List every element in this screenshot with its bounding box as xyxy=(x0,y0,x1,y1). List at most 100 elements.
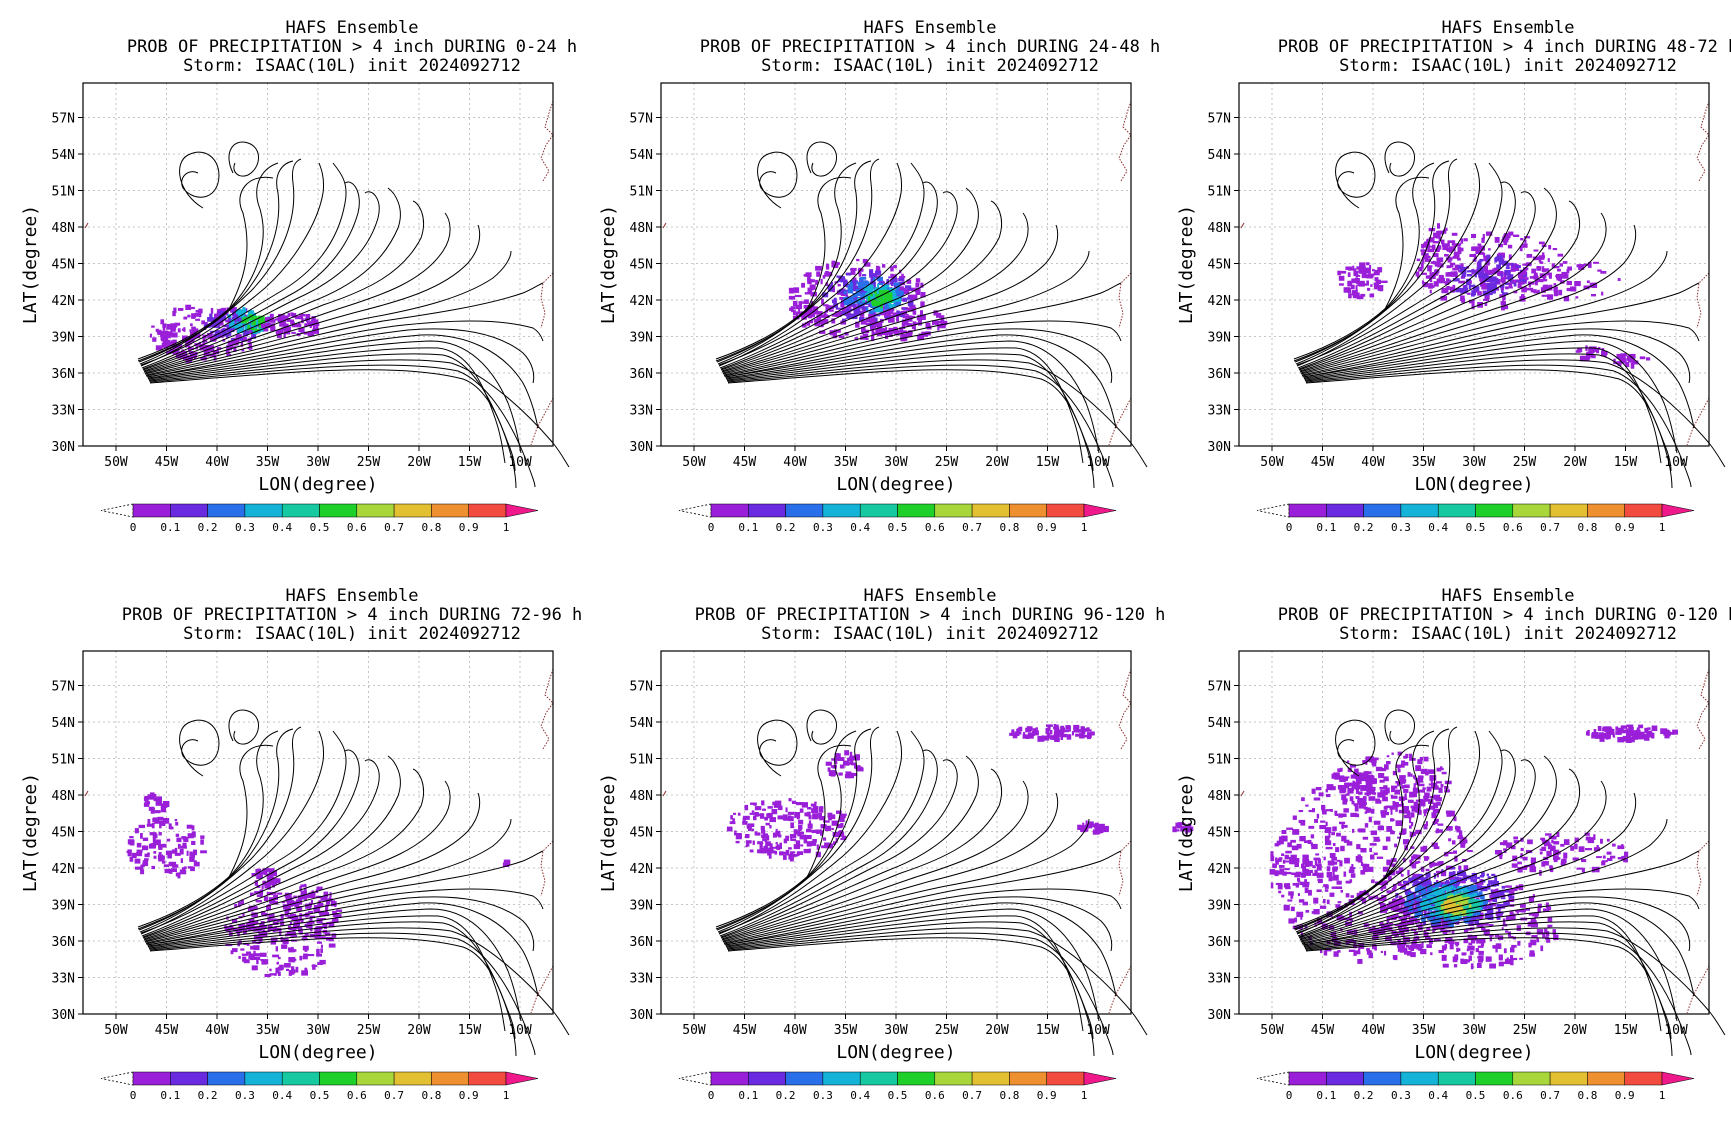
lat-tick-label: 57N xyxy=(630,112,653,127)
precip-cell xyxy=(1445,227,1448,231)
precip-cell xyxy=(162,326,166,331)
precip-cell xyxy=(1588,261,1592,268)
precip-cell xyxy=(1294,862,1299,867)
precip-cell xyxy=(1624,851,1629,858)
precip-cell xyxy=(1343,808,1349,813)
precip-cell xyxy=(1442,963,1449,968)
lon-tick-label: 45W xyxy=(1311,1023,1335,1038)
precip-cell xyxy=(251,334,257,339)
precip-cell xyxy=(1636,727,1640,732)
precip-cell xyxy=(1427,905,1432,912)
precip-cell xyxy=(319,959,326,965)
precip-cell xyxy=(161,342,165,348)
precip-cell xyxy=(1443,916,1451,921)
lon-tick-label: 35W xyxy=(256,1023,280,1038)
precip-cell xyxy=(277,966,280,971)
ensemble-track xyxy=(1295,726,1458,933)
lon-tick-label: 45W xyxy=(733,455,757,470)
precip-cell xyxy=(851,762,856,766)
precip-cell xyxy=(1411,806,1418,812)
precip-cell xyxy=(1486,873,1489,876)
colorbar-swatch xyxy=(1624,503,1663,518)
precip-cell xyxy=(1441,945,1447,951)
precip-cell xyxy=(870,281,876,288)
precip-cell xyxy=(1460,263,1464,268)
precip-cell xyxy=(1435,880,1439,883)
precip-cell xyxy=(1086,727,1090,732)
lat-tick-label: 30N xyxy=(1208,440,1231,455)
lat-tick-label: 39N xyxy=(630,899,653,914)
precip-cell xyxy=(857,306,861,313)
precip-cell xyxy=(1290,893,1294,899)
precip-cell xyxy=(1412,940,1417,947)
precip-cell xyxy=(1356,892,1361,899)
precip-cell xyxy=(147,852,150,855)
precip-cell xyxy=(231,326,235,333)
ensemble-track xyxy=(141,181,360,369)
precip-cell xyxy=(776,844,779,848)
precip-cell xyxy=(788,816,794,822)
precip-cell xyxy=(292,321,295,325)
precip-cell xyxy=(1593,847,1600,852)
precip-cell xyxy=(839,764,845,769)
precip-cell xyxy=(1484,294,1490,300)
precip-cell xyxy=(1409,831,1414,838)
ensemble-track xyxy=(147,915,506,1032)
ensemble-track xyxy=(722,818,1090,943)
precip-probability xyxy=(1337,223,1651,369)
colorbar-label: 0 xyxy=(1286,521,1293,534)
precip-cell xyxy=(127,852,132,857)
precip-cell xyxy=(1322,810,1327,815)
precip-cell xyxy=(754,806,762,811)
precip-cell xyxy=(1380,886,1384,891)
precip-cell xyxy=(1444,852,1449,857)
precip-cell xyxy=(1409,944,1416,949)
precip-cell xyxy=(838,335,845,339)
precip-cell xyxy=(290,934,297,937)
precip-cell xyxy=(1371,792,1377,795)
colorbar-over-arrow xyxy=(505,503,539,518)
precip-cell xyxy=(1497,270,1501,276)
precip-cell xyxy=(1478,274,1483,279)
precip-cell xyxy=(1381,884,1387,889)
precip-cell xyxy=(807,807,812,810)
precip-cell xyxy=(1596,845,1599,849)
precip-cell xyxy=(835,838,838,843)
precip-cell xyxy=(1386,890,1393,894)
ensemble-track xyxy=(1304,921,1672,1040)
precip-cell xyxy=(1585,848,1592,851)
precip-cell xyxy=(1480,886,1488,892)
precip-cell xyxy=(1458,280,1466,284)
precip-cell xyxy=(1531,268,1536,274)
precip-cell xyxy=(1278,836,1283,842)
precip-cell xyxy=(1505,235,1509,241)
precip-cell xyxy=(1606,851,1612,855)
precip-cell xyxy=(1501,289,1504,293)
precip-cell xyxy=(1448,871,1454,877)
precip-cell xyxy=(1491,873,1496,877)
precip-cell xyxy=(254,312,257,319)
colorbar-label: 0.2 xyxy=(198,1089,218,1102)
precip-cell xyxy=(1420,877,1428,883)
precip-cell xyxy=(251,873,257,877)
precip-cell xyxy=(1557,253,1564,257)
precip-cell xyxy=(237,328,240,334)
precip-cell xyxy=(836,275,843,278)
precip-cell xyxy=(769,825,772,829)
precip-cell xyxy=(158,832,162,836)
precip-cell xyxy=(1498,954,1503,961)
precip-cell xyxy=(1028,732,1035,737)
precip-cell xyxy=(1441,869,1444,873)
precip-cell xyxy=(1278,890,1282,894)
precip-cell xyxy=(1188,823,1192,829)
precip-cell xyxy=(886,279,889,284)
precip-cell xyxy=(1425,770,1429,776)
precip-cell xyxy=(797,851,804,855)
precip-cell xyxy=(1467,292,1471,295)
precip-cell xyxy=(1499,889,1503,896)
precip-cell xyxy=(213,333,221,339)
lat-tick-label: 51N xyxy=(630,753,653,768)
precip-cell xyxy=(1468,903,1472,908)
colorbar-label: 0.8 xyxy=(999,521,1019,534)
